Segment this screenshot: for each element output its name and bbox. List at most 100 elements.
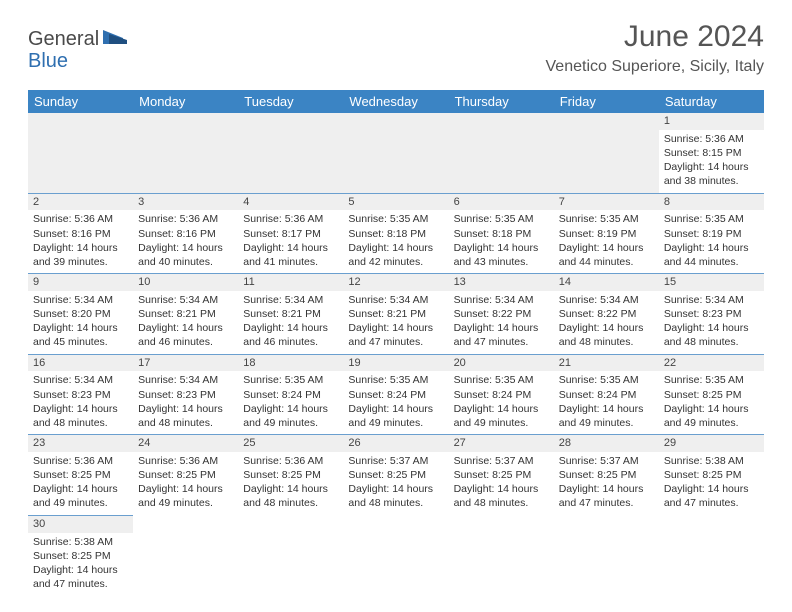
sunset-line: Sunset: 8:24 PM <box>348 388 443 402</box>
daylight-line: Daylight: 14 hours and 48 minutes. <box>664 321 759 349</box>
day-details: Sunrise: 5:34 AMSunset: 8:21 PMDaylight:… <box>348 293 443 350</box>
sunset-line: Sunset: 8:22 PM <box>454 307 549 321</box>
day-details: Sunrise: 5:35 AMSunset: 8:25 PMDaylight:… <box>664 373 759 430</box>
weekday-header: Sunday <box>28 90 133 113</box>
calendar-cell: 19Sunrise: 5:35 AMSunset: 8:24 PMDayligh… <box>343 354 448 435</box>
day-details: Sunrise: 5:38 AMSunset: 8:25 PMDaylight:… <box>664 454 759 511</box>
calendar-body: 1Sunrise: 5:36 AMSunset: 8:15 PMDaylight… <box>28 113 764 595</box>
day-details: Sunrise: 5:36 AMSunset: 8:16 PMDaylight:… <box>33 212 128 269</box>
day-details: Sunrise: 5:35 AMSunset: 8:19 PMDaylight:… <box>664 212 759 269</box>
day-number: 9 <box>28 274 133 291</box>
calendar-cell <box>449 515 554 595</box>
day-details: Sunrise: 5:35 AMSunset: 8:18 PMDaylight:… <box>454 212 549 269</box>
daylight-line: Daylight: 14 hours and 47 minutes. <box>559 482 654 510</box>
day-number: 11 <box>238 274 343 291</box>
daylight-line: Daylight: 14 hours and 45 minutes. <box>33 321 128 349</box>
weekday-header: Friday <box>554 90 659 113</box>
calendar-cell: 18Sunrise: 5:35 AMSunset: 8:24 PMDayligh… <box>238 354 343 435</box>
sunrise-line: Sunrise: 5:34 AM <box>33 293 128 307</box>
calendar-cell <box>133 113 238 193</box>
calendar-cell: 11 Sunrise: 5:34 AMSunset: 8:21 PMDayligh… <box>238 274 343 355</box>
sunset-line: Sunset: 8:20 PM <box>33 307 128 321</box>
sunrise-line: Sunrise: 5:38 AM <box>664 454 759 468</box>
day-details: Sunrise: 5:35 AMSunset: 8:24 PMDaylight:… <box>559 373 654 430</box>
sunrise-line: Sunrise: 5:34 AM <box>33 373 128 387</box>
day-details: Sunrise: 5:36 AMSunset: 8:17 PMDaylight:… <box>243 212 338 269</box>
sunrise-line: Sunrise: 5:34 AM <box>559 293 654 307</box>
sunset-line: Sunset: 8:24 PM <box>559 388 654 402</box>
daylight-line: Daylight: 14 hours and 48 minutes. <box>559 321 654 349</box>
sunset-line: Sunset: 8:25 PM <box>559 468 654 482</box>
day-details: Sunrise: 5:35 AMSunset: 8:19 PMDaylight:… <box>559 212 654 269</box>
sunset-line: Sunset: 8:18 PM <box>348 227 443 241</box>
day-number: 2 <box>28 194 133 211</box>
sunset-line: Sunset: 8:25 PM <box>33 549 128 563</box>
day-details: Sunrise: 5:35 AMSunset: 8:24 PMDaylight:… <box>454 373 549 430</box>
daylight-line: Daylight: 14 hours and 46 minutes. <box>243 321 338 349</box>
sunset-line: Sunset: 8:21 PM <box>243 307 338 321</box>
day-number: 6 <box>449 194 554 211</box>
calendar-cell: 7Sunrise: 5:35 AMSunset: 8:19 PMDaylight… <box>554 193 659 274</box>
sunrise-line: Sunrise: 5:37 AM <box>559 454 654 468</box>
day-details: Sunrise: 5:35 AMSunset: 8:24 PMDaylight:… <box>348 373 443 430</box>
day-details: Sunrise: 5:36 AMSunset: 8:25 PMDaylight:… <box>33 454 128 511</box>
day-number: 3 <box>133 194 238 211</box>
daylight-line: Daylight: 14 hours and 38 minutes. <box>664 160 759 188</box>
month-title: June 2024 <box>546 20 764 54</box>
daylight-line: Daylight: 14 hours and 43 minutes. <box>454 241 549 269</box>
daylight-line: Daylight: 14 hours and 48 minutes. <box>33 402 128 430</box>
day-details: Sunrise: 5:35 AMSunset: 8:24 PMDaylight:… <box>243 373 338 430</box>
daylight-line: Daylight: 14 hours and 49 minutes. <box>664 402 759 430</box>
calendar-cell: 16Sunrise: 5:34 AMSunset: 8:23 PMDayligh… <box>28 354 133 435</box>
calendar-cell: 27Sunrise: 5:37 AMSunset: 8:25 PMDayligh… <box>449 435 554 516</box>
sunset-line: Sunset: 8:24 PM <box>243 388 338 402</box>
calendar-cell <box>133 515 238 595</box>
sunrise-line: Sunrise: 5:36 AM <box>243 212 338 226</box>
calendar-cell: 10Sunrise: 5:34 AMSunset: 8:21 PMDayligh… <box>133 274 238 355</box>
day-details: Sunrise: 5:34 AMSunset: 8:23 PMDaylight:… <box>138 373 233 430</box>
day-details: Sunrise: 5:34 AMSunset: 8:23 PMDaylight:… <box>664 293 759 350</box>
sunrise-line: Sunrise: 5:35 AM <box>454 373 549 387</box>
sunrise-line: Sunrise: 5:34 AM <box>138 293 233 307</box>
calendar-cell: 5Sunrise: 5:35 AMSunset: 8:18 PMDaylight… <box>343 193 448 274</box>
calendar-cell: 4Sunrise: 5:36 AMSunset: 8:17 PMDaylight… <box>238 193 343 274</box>
sunset-line: Sunset: 8:25 PM <box>138 468 233 482</box>
day-number: 16 <box>28 355 133 372</box>
sunset-line: Sunset: 8:23 PM <box>138 388 233 402</box>
sunrise-line: Sunrise: 5:34 AM <box>348 293 443 307</box>
daylight-line: Daylight: 14 hours and 48 minutes. <box>454 482 549 510</box>
day-details: Sunrise: 5:34 AMSunset: 8:22 PMDaylight:… <box>559 293 654 350</box>
sunset-line: Sunset: 8:23 PM <box>33 388 128 402</box>
sunrise-line: Sunrise: 5:35 AM <box>664 212 759 226</box>
sunrise-line: Sunrise: 5:35 AM <box>348 373 443 387</box>
daylight-line: Daylight: 14 hours and 48 minutes. <box>348 482 443 510</box>
calendar-row: 2Sunrise: 5:36 AMSunset: 8:16 PMDaylight… <box>28 193 764 274</box>
calendar-cell: 15Sunrise: 5:34 AMSunset: 8:23 PMDayligh… <box>659 274 764 355</box>
day-details: Sunrise: 5:38 AMSunset: 8:25 PMDaylight:… <box>33 535 128 592</box>
day-details: Sunrise: 5:34 AMSunset: 8:22 PMDaylight:… <box>454 293 549 350</box>
calendar-cell <box>238 515 343 595</box>
sunset-line: Sunset: 8:17 PM <box>243 227 338 241</box>
calendar-cell: 28Sunrise: 5:37 AMSunset: 8:25 PMDayligh… <box>554 435 659 516</box>
daylight-line: Daylight: 14 hours and 49 minutes. <box>348 402 443 430</box>
day-number: 24 <box>133 435 238 452</box>
daylight-line: Daylight: 14 hours and 40 minutes. <box>138 241 233 269</box>
calendar-cell: 14Sunrise: 5:34 AMSunset: 8:22 PMDayligh… <box>554 274 659 355</box>
day-number: 25 <box>238 435 343 452</box>
sunset-line: Sunset: 8:16 PM <box>138 227 233 241</box>
logo: General <box>28 20 131 51</box>
calendar-cell: 6Sunrise: 5:35 AMSunset: 8:18 PMDaylight… <box>449 193 554 274</box>
sunset-line: Sunset: 8:25 PM <box>454 468 549 482</box>
daylight-line: Daylight: 14 hours and 47 minutes. <box>33 563 128 591</box>
sunrise-line: Sunrise: 5:36 AM <box>33 454 128 468</box>
day-number: 10 <box>133 274 238 291</box>
sunrise-line: Sunrise: 5:36 AM <box>243 454 338 468</box>
calendar-cell <box>554 113 659 193</box>
daylight-line: Daylight: 14 hours and 48 minutes. <box>138 402 233 430</box>
title-block: June 2024 Venetico Superiore, Sicily, It… <box>546 20 764 76</box>
sunrise-line: Sunrise: 5:35 AM <box>559 212 654 226</box>
calendar-cell: 3Sunrise: 5:36 AMSunset: 8:16 PMDaylight… <box>133 193 238 274</box>
sunrise-line: Sunrise: 5:34 AM <box>243 293 338 307</box>
day-number: 20 <box>449 355 554 372</box>
calendar-cell: 26Sunrise: 5:37 AMSunset: 8:25 PMDayligh… <box>343 435 448 516</box>
